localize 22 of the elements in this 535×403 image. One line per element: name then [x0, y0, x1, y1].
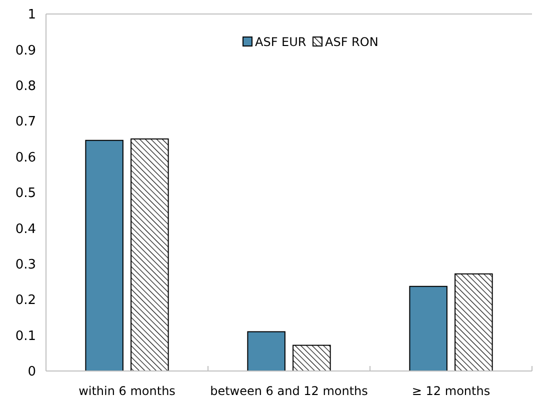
x-tick-label: between 6 and 12 months	[210, 384, 368, 398]
y-tick-label: 1	[28, 8, 36, 23]
x-tick-label: ≥ 12 months	[412, 384, 490, 398]
bar	[85, 140, 124, 372]
bar	[247, 331, 286, 372]
y-tick-label: 0.4	[15, 222, 36, 237]
y-tick-label: 0.5	[15, 186, 36, 202]
bar	[454, 273, 493, 372]
y-tick-label: 0.7	[15, 114, 36, 130]
bar	[130, 138, 169, 372]
legend-label: ASF EUR	[255, 35, 306, 50]
y-tick-label: 0	[28, 364, 36, 380]
y-tick-label: 0.6	[15, 150, 36, 166]
y-tick-label: 0.2	[15, 293, 36, 308]
legend-label: ASF RON	[325, 35, 378, 50]
bar	[292, 344, 331, 372]
y-tick-label: 0.1	[15, 328, 36, 344]
y-tick-label: 0.3	[15, 257, 36, 272]
y-tick-label: 0.8	[15, 78, 36, 94]
bar	[409, 286, 448, 372]
y-tick-label: 0.9	[15, 43, 36, 58]
x-tick-label: within 6 months	[78, 384, 176, 398]
